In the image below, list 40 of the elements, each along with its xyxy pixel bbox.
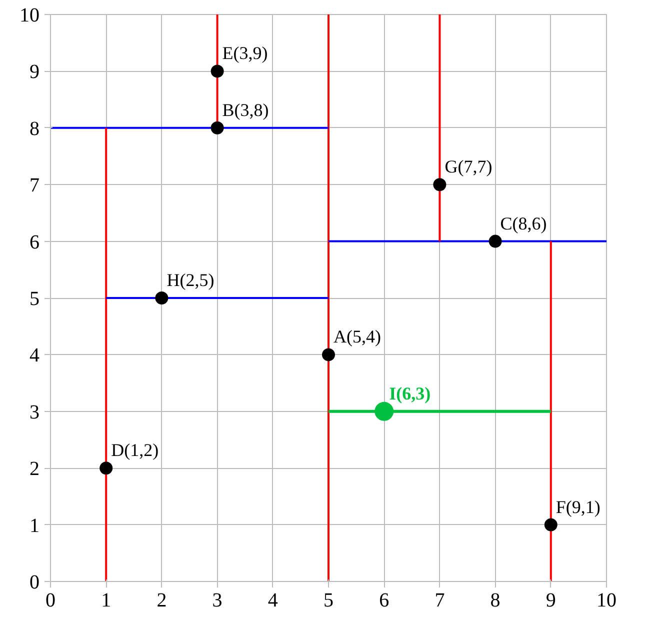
y-tick-label: 0 xyxy=(30,572,40,594)
x-tick-label: 8 xyxy=(490,590,500,612)
y-tick-label: 10 xyxy=(20,4,40,26)
point xyxy=(544,518,558,532)
point xyxy=(155,292,168,304)
point xyxy=(210,64,224,78)
y-tick-label: 8 xyxy=(30,118,40,140)
y-tick-label: 4 xyxy=(30,344,40,367)
annotation: H(2,5) xyxy=(166,270,214,290)
x-tick-label: 6 xyxy=(379,590,390,612)
annotation: A(5,4) xyxy=(334,326,381,347)
x-tick-label: 4 xyxy=(268,590,278,612)
point xyxy=(210,121,224,134)
annotation: B(3,8) xyxy=(222,100,269,120)
annotation: F(9,1) xyxy=(556,496,600,517)
point xyxy=(322,348,335,362)
annotation: G(7,7) xyxy=(444,156,492,177)
x-tick-label: 1 xyxy=(101,590,112,612)
x-tick-label: 2 xyxy=(156,590,167,612)
point xyxy=(100,462,113,475)
y-tick-label: 2 xyxy=(30,458,40,480)
point xyxy=(374,402,394,421)
y-tick-label: 1 xyxy=(30,514,40,537)
y-tick-label: 3 xyxy=(30,401,40,424)
x-tick-label: 7 xyxy=(434,590,445,612)
x-tick-label: 10 xyxy=(596,590,616,612)
y-tick-label: 9 xyxy=(30,61,40,84)
point xyxy=(433,178,446,192)
annotation: C(8,6) xyxy=(500,213,547,234)
annotation: E(3,9) xyxy=(222,43,268,64)
y-tick-label: 6 xyxy=(30,231,40,254)
x-tick-label: 0 xyxy=(46,590,56,612)
x-tick-label: 3 xyxy=(212,590,222,612)
annotation: D(1,2) xyxy=(111,440,159,460)
annotation: I(6,3) xyxy=(389,383,431,404)
point xyxy=(488,234,502,248)
y-tick-label: 5 xyxy=(30,288,40,310)
x-tick-label: 9 xyxy=(546,590,556,612)
y-tick-label: 7 xyxy=(30,174,40,197)
x-tick-label: 5 xyxy=(324,590,334,612)
